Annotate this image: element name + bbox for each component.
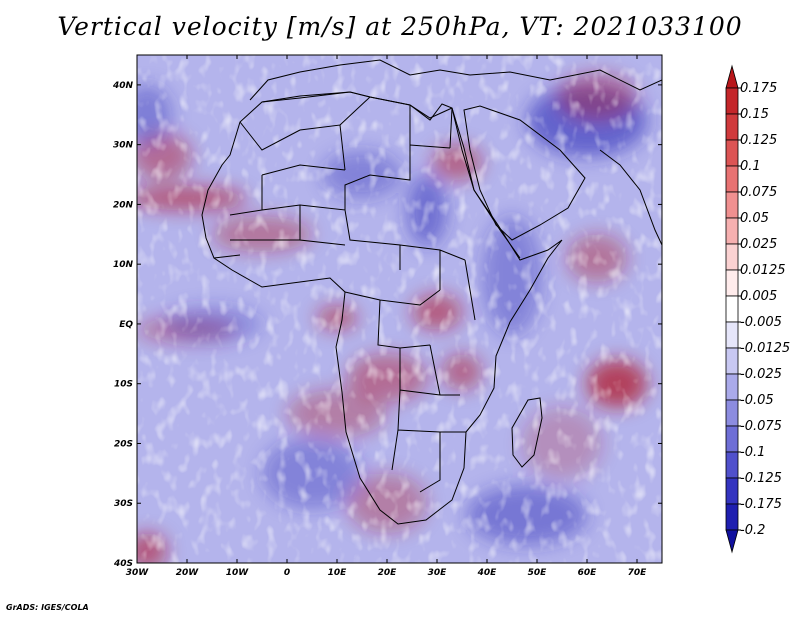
madagascar [511,397,543,468]
colorbar-label: -0.005 [740,315,782,330]
credit-label: GrADS: IGES/COLA [6,603,89,612]
colorbar-label: -0.1 [740,445,765,460]
colorbar-segment [725,425,739,453]
europe-coast [249,59,662,101]
colorbar-label: -0.0125 [740,341,790,356]
velocity-field [137,55,662,563]
colorbar: 0.175 0.15 0.125 0.1 0.075 0.05 0.025 0.0125 0.0… [725,64,790,554]
lat-tick-label: 20S [114,439,133,449]
lon-tick-label: 10W [226,568,250,578]
lat-tick-label: 30S [114,499,133,509]
colorbar-segment [725,347,739,375]
colorbar-label: 0.05 [740,211,769,226]
country-borders [201,59,662,525]
chart-title: Vertical velocity [m/s] at 250hPa, VT: 2… [57,12,743,41]
colorbar-label: -0.075 [740,419,782,434]
india-outline [599,149,662,246]
colorbar-label: -0.05 [740,393,774,408]
colorbar-segment [725,269,739,297]
colorbar-label: 0.1 [740,159,761,174]
interior-borders-a [213,144,476,493]
colorbar-segment [725,243,739,271]
colorbar-segment [725,295,739,323]
interior-borders-b [239,96,453,171]
colorbar-label: -0.175 [740,497,782,512]
lat-tick-label: 20N [113,200,134,210]
colorbar-segment [725,503,739,531]
lon-tick-label: 20E [378,568,398,578]
red-sea-coast [451,107,521,259]
colorbar-segment [725,451,739,479]
colorbar-segment [725,477,739,505]
colorbar-label: 0.175 [740,81,777,96]
lat-tick-label: 40S [113,559,133,569]
lat-tick-label: 30N [113,141,134,151]
colorbar-label: 0.075 [740,185,777,200]
colorbar-label: 0.025 [740,237,777,252]
lat-tick-label: 10N [113,260,134,270]
map-frame [136,54,663,564]
colorbar-label: 0.15 [740,107,769,122]
lon-tick-label: 10E [328,568,348,578]
colorbar-segment [725,139,739,167]
lon-tick-label: 20W [176,568,200,578]
field-texture [137,55,662,563]
colorbar-label: 0.0125 [740,263,786,278]
colorbar-label: 0.005 [740,289,777,304]
colorbar-label: 0.125 [740,133,777,148]
colorbar-label: -0.2 [740,523,765,538]
lat-tick-label: 40N [112,81,134,91]
lat-tick-label: 10S [114,380,133,390]
lon-tick-label: 30W [126,568,150,578]
colorbar-segment [725,373,739,401]
axis-ticks: 30W 20W 10W 0 10E 20E 30E 40E 50E 60E 70E 40N 30N 20N… [112,55,662,578]
colorbar-segment [725,321,739,349]
colorbar-label: -0.025 [740,367,782,382]
colorbar-label: -0.125 [740,471,782,486]
arabia-outline [463,105,586,241]
colorbar-top-arrow [725,64,739,89]
colorbar-segment [725,113,739,141]
lat-tick-label: EQ [119,320,133,330]
lon-tick-label: 0 [284,568,290,578]
colorbar-segment [725,217,739,245]
lon-tick-label: 70E [628,568,648,578]
lon-tick-label: 40E [477,568,498,578]
colorbar-segment [725,399,739,427]
lon-tick-label: 50E [528,568,548,578]
lon-tick-label: 30E [428,568,448,578]
colorbar-segment [725,191,739,219]
colorbar-segment [725,165,739,193]
lon-tick-label: 60E [578,568,598,578]
colorbar-bottom-arrow [725,529,739,554]
colorbar-segment [725,87,739,115]
